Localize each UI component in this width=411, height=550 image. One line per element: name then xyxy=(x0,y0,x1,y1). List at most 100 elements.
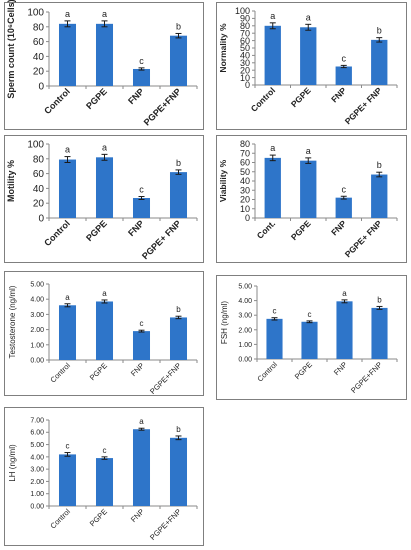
y-tick-label: 0 xyxy=(38,82,44,93)
x-category-label: Control xyxy=(42,218,72,248)
y-tick-label: 1.00 xyxy=(238,342,252,349)
x-category-label: PGPE xyxy=(289,218,313,242)
x-category-label: FNP xyxy=(126,218,146,238)
y-tick-label: 80 xyxy=(240,21,250,31)
sperm-count-chart: Sperm count (10⁶Cells) 0 20 40 60 80 100 a Contr… xyxy=(4,0,204,130)
y-tick-label: 0.00 xyxy=(30,357,44,364)
significance-letter: c xyxy=(342,53,347,63)
y-tick-label: 20 xyxy=(240,195,250,205)
bar xyxy=(264,157,281,218)
x-category-label: Control xyxy=(48,507,72,531)
y-tick-label: 0 xyxy=(245,213,250,223)
x-category-label: PGPE+FNP xyxy=(148,507,183,542)
bar xyxy=(264,25,281,85)
bar xyxy=(132,198,151,218)
y-tick-label: 100 xyxy=(235,6,250,16)
x-category-label: FNP xyxy=(126,86,146,106)
significance-letter: a xyxy=(139,417,144,426)
y-tick-label: 40 xyxy=(33,184,45,195)
significance-letter: a xyxy=(102,9,107,19)
y-tick-label: 0.00 xyxy=(30,503,44,510)
x-category-label: FNP xyxy=(329,85,348,104)
significance-letter: c xyxy=(66,442,70,451)
y-tick-label: 30 xyxy=(240,185,250,195)
significance-letter: a xyxy=(270,11,275,21)
bar xyxy=(58,23,77,86)
y-tick-label: 50 xyxy=(240,43,250,53)
bar xyxy=(301,321,318,359)
significance-letter: c xyxy=(273,307,277,316)
y-tick-label: 5.00 xyxy=(238,283,252,290)
bar xyxy=(335,66,352,85)
bar xyxy=(58,305,77,360)
y-tick-label: 70 xyxy=(240,28,250,38)
x-category-label: Control xyxy=(42,86,72,116)
x-category-label: Control xyxy=(48,361,72,385)
y-tick-label: 0 xyxy=(245,80,250,90)
significance-letter: c xyxy=(103,446,107,455)
x-category-label: PGPE xyxy=(293,360,314,381)
y-axis-title: Viability % xyxy=(218,159,228,202)
significance-letter: a xyxy=(306,146,311,156)
y-axis-title: Testosterone (ng/ml) xyxy=(8,285,17,358)
y-tick-label: 20 xyxy=(33,199,45,210)
x-category-label: PGPE xyxy=(88,507,109,528)
bar xyxy=(300,27,317,86)
significance-letter: a xyxy=(342,289,347,298)
y-tick-label: 90 xyxy=(240,14,250,24)
significance-letter: b xyxy=(176,305,181,314)
motility-chart: Motility % 0 20 40 60 80 100 a Control a PGPE c FNP b… xyxy=(4,135,204,263)
y-tick-label: 80 xyxy=(240,139,250,149)
bar xyxy=(132,68,151,86)
significance-letter: a xyxy=(65,145,70,155)
significance-letter: b xyxy=(377,295,382,304)
x-category-label: Control xyxy=(249,85,277,113)
y-tick-label: 100 xyxy=(27,8,44,19)
x-category-label: PGPE+FNP xyxy=(148,361,183,396)
significance-letter: a xyxy=(65,9,70,19)
y-tick-label: 4.00 xyxy=(238,298,252,305)
x-category-label: Cont. xyxy=(255,218,277,240)
bar xyxy=(169,172,188,218)
significance-letter: b xyxy=(377,26,382,36)
significance-letter: a xyxy=(270,143,275,153)
significance-letter: b xyxy=(377,160,382,170)
x-category-label: PGPE xyxy=(289,85,313,109)
y-tick-label: 40 xyxy=(240,176,250,186)
x-category-label: PGPE xyxy=(84,86,109,111)
bar xyxy=(336,301,353,359)
y-tick-label: 2.00 xyxy=(30,327,44,334)
x-category-label: PGPE+ FNP xyxy=(343,218,384,259)
significance-letter: b xyxy=(176,21,181,31)
y-tick-label: 1.00 xyxy=(30,342,44,349)
y-tick-label: 7.00 xyxy=(30,417,44,424)
fsh-chart: FSH (ng/ml) 0.00 1.00 2.00 3.00 4.00 5.00 c Cont… xyxy=(216,275,407,400)
y-tick-label: 3.00 xyxy=(30,312,44,319)
bar xyxy=(266,318,283,359)
y-tick-label: 3.00 xyxy=(30,467,44,474)
y-tick-label: 80 xyxy=(33,22,45,33)
y-tick-label: 2.00 xyxy=(238,327,252,334)
y-tick-label: 40 xyxy=(240,51,250,61)
bar xyxy=(371,174,388,218)
bar xyxy=(58,159,77,218)
y-tick-label: 60 xyxy=(240,158,250,168)
y-tick-label: 100 xyxy=(27,140,44,151)
y-tick-label: 60 xyxy=(33,169,45,180)
significance-letter: c xyxy=(308,310,312,319)
viability-chart: Viability % 0 10 20 30 40 50 60 70 80 a Cont. a PGPE c… xyxy=(216,135,407,263)
y-tick-label: 5.00 xyxy=(30,442,44,449)
significance-letter: c xyxy=(140,319,144,328)
normality-chart: Normality % 0 10 20 30 40 50 60 70 80 90 100 a Contro… xyxy=(216,2,407,130)
y-tick-label: 0.00 xyxy=(238,356,252,363)
y-tick-label: 80 xyxy=(33,154,45,165)
bar xyxy=(169,437,188,506)
x-category-label: PGPE xyxy=(88,361,109,382)
y-tick-label: 20 xyxy=(240,65,250,75)
y-tick-label: 20 xyxy=(33,67,45,78)
bar xyxy=(335,197,352,218)
significance-letter: b xyxy=(176,158,181,168)
y-tick-label: 0 xyxy=(38,214,44,225)
lh-chart: LH (ng/ml) 0.00 1.00 2.00 3.00 4.00 5.00 6.00 7.… xyxy=(4,407,204,546)
significance-letter: c xyxy=(139,185,144,195)
